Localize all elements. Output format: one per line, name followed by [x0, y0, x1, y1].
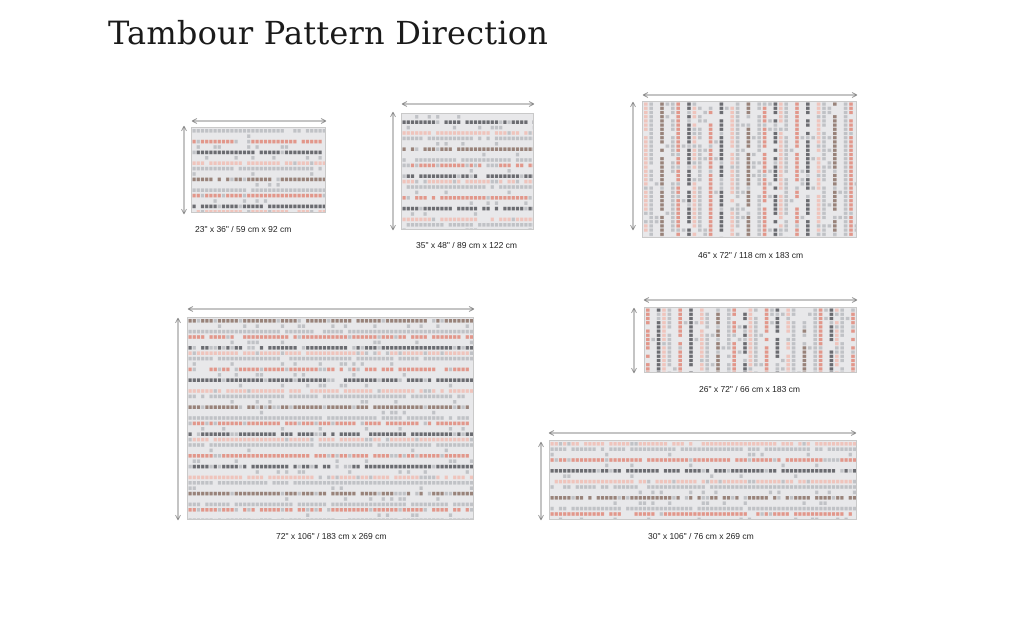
rug-size-label: 35" x 48" / 89 cm x 122 cm	[416, 240, 517, 250]
width-dimension-arrow	[548, 430, 857, 436]
woven-pattern	[643, 102, 856, 237]
rug-swatch	[549, 440, 857, 520]
width-dimension-arrow	[187, 306, 475, 312]
rug-swatch	[191, 127, 326, 213]
height-dimension-arrow	[631, 307, 637, 374]
height-dimension-arrow	[175, 317, 181, 521]
woven-pattern	[550, 441, 856, 519]
woven-pattern	[645, 308, 856, 372]
rug-size-label: 23" x 36" / 59 cm x 92 cm	[195, 224, 292, 234]
width-dimension-arrow	[191, 118, 327, 124]
rug-size-label: 46" x 72" / 118 cm x 183 cm	[698, 250, 804, 260]
rug-size-label: 26" x 72" / 66 cm x 183 cm	[699, 384, 800, 394]
width-dimension-arrow	[401, 101, 535, 107]
height-dimension-arrow	[630, 101, 636, 231]
woven-pattern	[192, 128, 325, 212]
rug-swatch	[401, 113, 534, 230]
rug-size-label: 30" x 106" / 76 cm x 269 cm	[648, 531, 754, 541]
woven-pattern	[402, 114, 533, 229]
rug-size-label: 72" x 106" / 183 cm x 269 cm	[276, 531, 387, 541]
page-title: Tambour Pattern Direction	[108, 14, 549, 52]
width-dimension-arrow	[643, 297, 858, 303]
height-dimension-arrow	[181, 125, 187, 215]
rug-swatch	[642, 101, 857, 238]
height-dimension-arrow	[538, 441, 544, 521]
height-dimension-arrow	[390, 111, 396, 231]
rug-swatch	[187, 317, 474, 520]
woven-pattern	[188, 318, 473, 519]
rug-swatch	[644, 307, 857, 373]
width-dimension-arrow	[642, 92, 858, 98]
